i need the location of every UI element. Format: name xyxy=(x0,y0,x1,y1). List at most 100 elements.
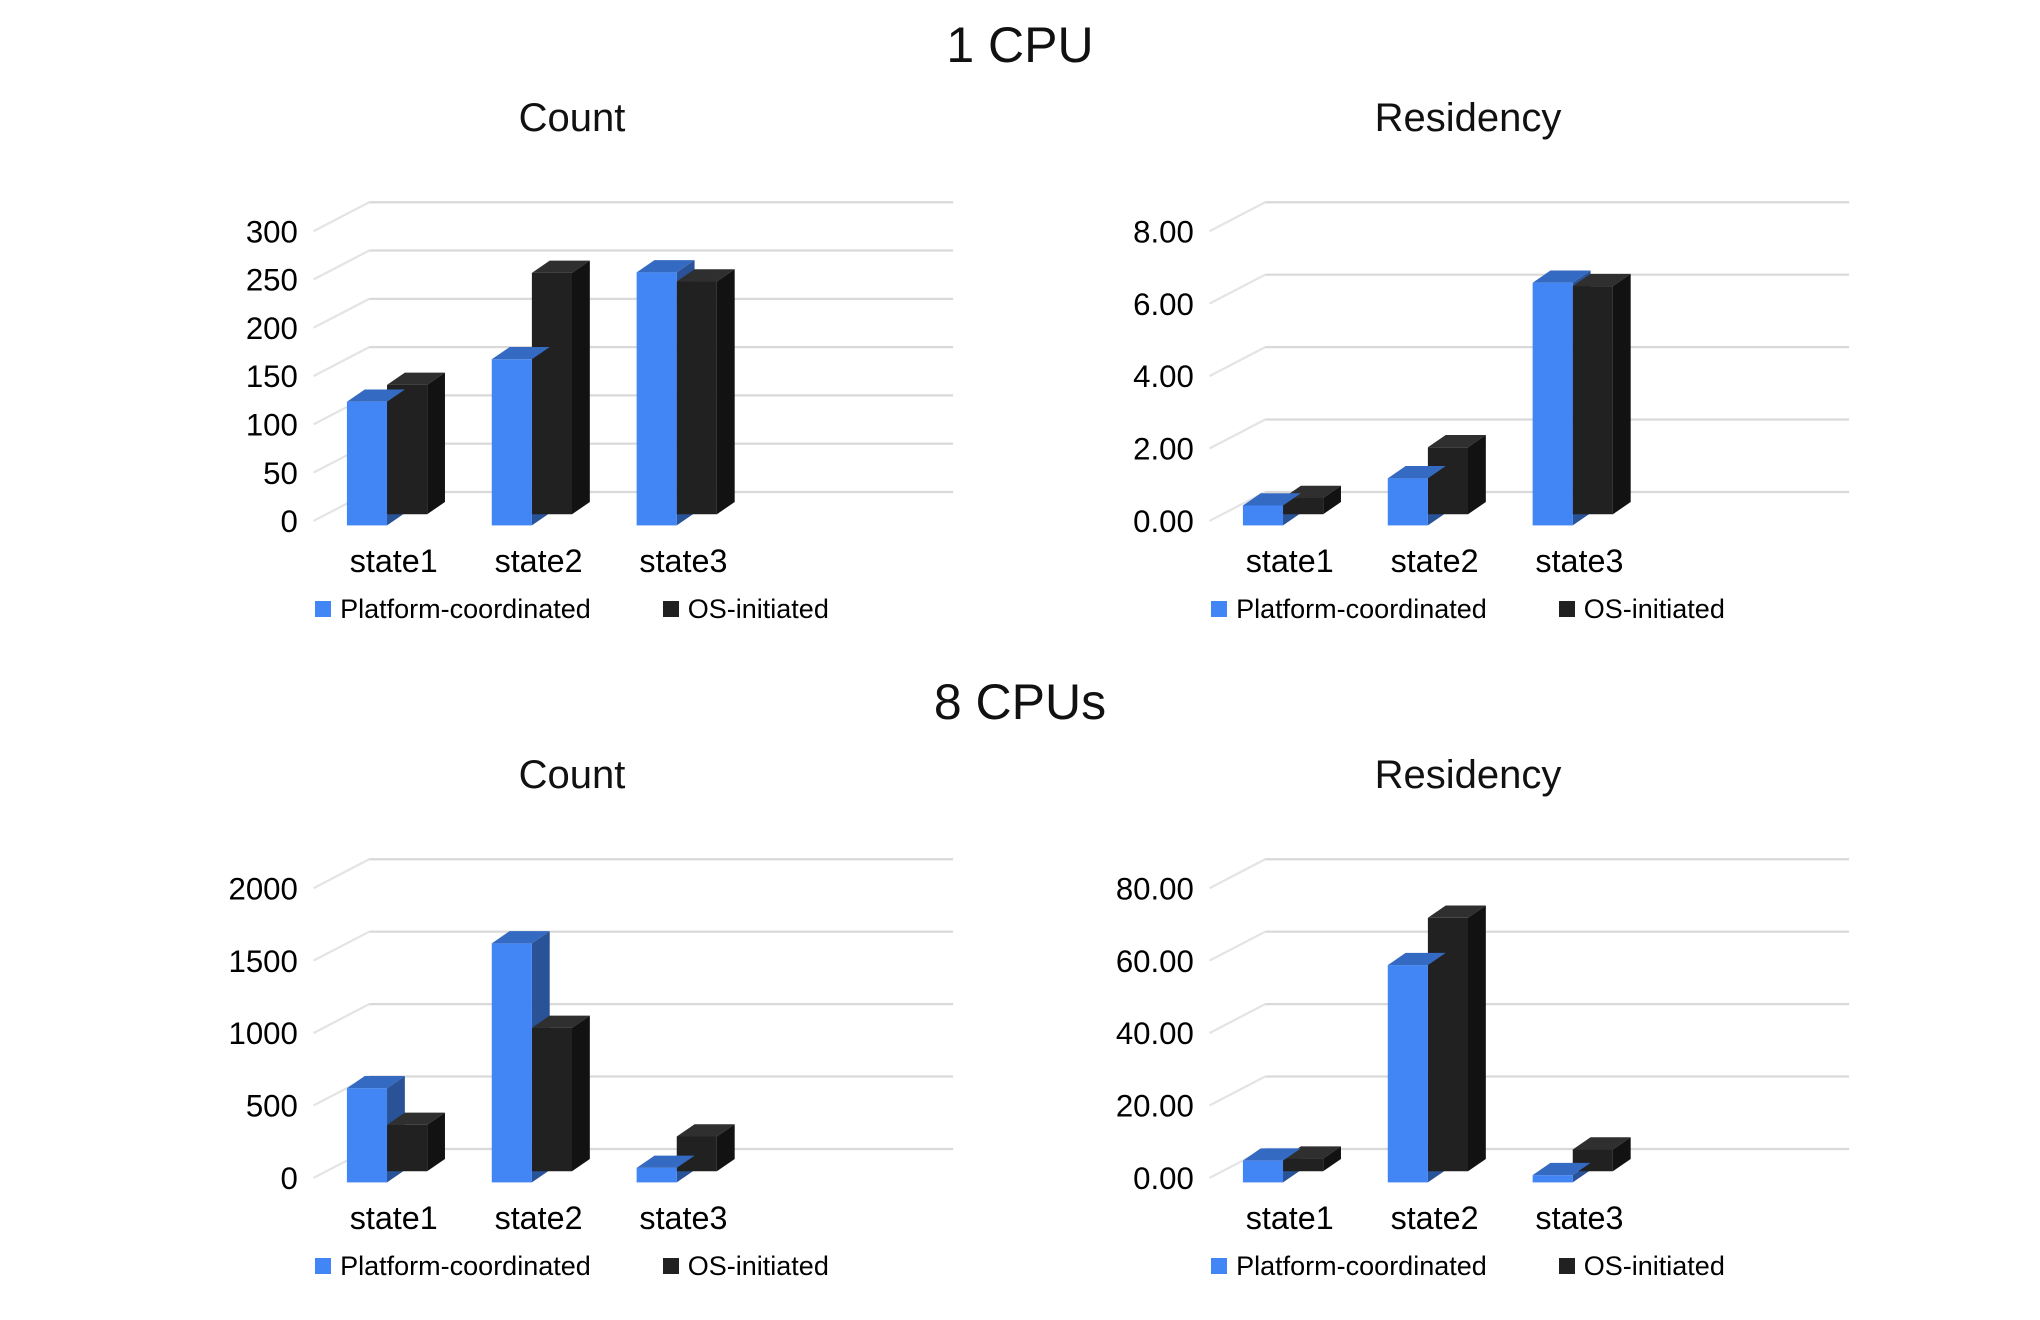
bar-side-os-initiated xyxy=(716,269,735,515)
legend-swatch xyxy=(315,601,332,618)
chart-block-1cpu-count: Count state1 state2 state3 0 50 100 150 200 250 3… xyxy=(142,96,1002,625)
chart-plot-8cpus-residency: state1 state2 state3 0.00 20.00 40.00 60.00 80.… xyxy=(1116,857,1850,1236)
bar-top-os-initiated xyxy=(387,372,445,385)
bar-front-os-initiated xyxy=(387,384,428,515)
bar-top-os-initiated xyxy=(1572,273,1631,287)
x-axis-label: state1 xyxy=(1246,543,1334,579)
legend-8cpus-residency: Platform-coordinated OS-initiated xyxy=(1038,1251,1898,1282)
section-title-1cpu: 1 CPU xyxy=(946,17,1094,73)
chart-title-1cpu-residency: Residency xyxy=(1374,96,1562,140)
chart-block-8cpus-count: Count state1 state2 state3 0 500 1000 1500 2000… xyxy=(142,753,1002,1282)
y-tick-label: 2.00 xyxy=(1133,432,1194,467)
bar-front-platform-coordinated xyxy=(636,1167,677,1183)
bar-top-platform-coordinated xyxy=(636,260,695,273)
bar-front-os-initiated xyxy=(676,1136,717,1172)
y-tick-label: 150 xyxy=(246,359,298,394)
chart-title-8cpus-residency: Residency xyxy=(1374,752,1562,797)
y-tick-label: 0.00 xyxy=(1133,1161,1194,1196)
bar-front-platform-coordinated xyxy=(1532,1174,1573,1183)
y-tick-label: 200 xyxy=(246,311,298,346)
legend-item: Platform-coordinated xyxy=(1211,594,1487,625)
y-tick-label: 0.00 xyxy=(1133,504,1194,539)
bar-top-os-initiated xyxy=(1427,435,1486,448)
bar-front-os-initiated xyxy=(531,1027,572,1172)
legend-item: OS-initiated xyxy=(1558,1250,1725,1282)
bar-front-os-initiated xyxy=(387,1124,428,1172)
gridline-diagonal xyxy=(1208,858,1266,890)
gridline-diagonal xyxy=(312,1002,370,1034)
legend-item: OS-initiated xyxy=(662,593,829,625)
legend-item: OS-initiated xyxy=(1558,593,1725,625)
chart-plot-1cpu-count: state1 state2 state3 0 50 100 150 200 250 300 xyxy=(246,201,954,579)
bar-top-platform-coordinated xyxy=(1532,1162,1591,1175)
legend-swatch xyxy=(662,1258,679,1275)
y-tick-label: 1000 xyxy=(228,1016,297,1051)
gridline-diagonal xyxy=(1208,201,1266,233)
bar-front-os-initiated xyxy=(1283,497,1324,515)
bar-front-platform-coordinated xyxy=(491,943,532,1183)
charts-row-1cpu: Count state1 state2 state3 0 50 100 150 200 250 3… xyxy=(0,96,2040,625)
legend-1cpu-count: Platform-coordinated OS-initiated xyxy=(142,594,1002,625)
legend-label: Platform-coordinated xyxy=(340,593,591,624)
x-axis-label: state3 xyxy=(1535,543,1623,579)
chart-title-8cpus-count: Count xyxy=(518,752,626,797)
y-tick-label: 8.00 xyxy=(1133,214,1194,249)
chart-block-8cpus-residency: Residency state1 state2 state3 0.00 20.00 40.… xyxy=(1038,753,1898,1282)
legend-label: OS-initiated xyxy=(687,593,829,624)
legend-label: Platform-coordinated xyxy=(340,1250,591,1281)
bar-top-os-initiated xyxy=(531,260,590,273)
x-axis-label: state2 xyxy=(1391,1200,1479,1236)
bar-top-os-initiated xyxy=(676,269,735,282)
legend-swatch xyxy=(1211,1258,1228,1275)
section-8cpus: 8 CPUs Count state1 state2 state3 0 500 1000 1… xyxy=(0,673,2040,1282)
bar-side-os-initiated xyxy=(716,1124,735,1172)
gridline-diagonal xyxy=(312,930,370,962)
gridline-diagonal xyxy=(1208,346,1266,378)
legend-label: OS-initiated xyxy=(687,1250,829,1281)
bar-top-platform-coordinated xyxy=(636,1155,695,1168)
y-tick-label: 500 xyxy=(246,1088,298,1123)
gridline-diagonal xyxy=(1208,418,1266,450)
gridline-diagonal xyxy=(312,297,370,329)
bar-top-os-initiated xyxy=(387,1112,445,1125)
bar-side-os-initiated xyxy=(1612,1137,1631,1172)
bar-top-platform-coordinated xyxy=(1242,493,1301,506)
chart-plot-8cpus-count: state1 state2 state3 0 500 1000 1500 2000 xyxy=(228,857,954,1236)
x-axis-label: state1 xyxy=(1246,1200,1334,1236)
gridline-diagonal xyxy=(1208,1075,1266,1107)
y-tick-label: 40.00 xyxy=(1116,1016,1194,1051)
legend-8cpus-count: Platform-coordinated OS-initiated xyxy=(142,1251,1002,1282)
bar-front-os-initiated xyxy=(531,272,572,515)
chart-block-1cpu-residency: Residency state1 state2 state3 0.00 2.00 4.00… xyxy=(1038,96,1898,625)
bar-front-os-initiated xyxy=(1427,447,1468,515)
bar-top-os-initiated xyxy=(676,1124,735,1137)
legend-item: Platform-coordinated xyxy=(315,1251,591,1282)
bar-front-os-initiated xyxy=(1572,286,1613,515)
gridline-diagonal xyxy=(1208,1002,1266,1034)
y-tick-label: 0 xyxy=(281,1161,298,1196)
bar-top-platform-coordinated xyxy=(1387,466,1446,479)
y-tick-label: 100 xyxy=(246,408,298,443)
bar-top-platform-coordinated xyxy=(1242,1148,1301,1161)
legend-label: Platform-coordinated xyxy=(1236,593,1487,624)
y-tick-label: 60.00 xyxy=(1116,944,1194,979)
bar-side-os-initiated xyxy=(572,260,590,515)
legend-label: OS-initiated xyxy=(1583,1250,1725,1281)
bar-front-platform-coordinated xyxy=(636,272,677,526)
x-axis-label: state3 xyxy=(639,543,727,579)
bar-front-platform-coordinated xyxy=(1532,282,1573,526)
y-tick-label: 20.00 xyxy=(1116,1088,1194,1123)
legend-swatch xyxy=(1558,1258,1575,1275)
bar-side-os-initiated xyxy=(427,372,445,515)
legend-swatch xyxy=(662,601,679,618)
bar-front-os-initiated xyxy=(676,281,717,515)
bar-top-platform-coordinated xyxy=(491,930,550,944)
bar-front-platform-coordinated xyxy=(346,1088,388,1183)
gridline-diagonal xyxy=(312,249,370,281)
legend-1cpu-residency: Platform-coordinated OS-initiated xyxy=(1038,594,1898,625)
bar-top-os-initiated xyxy=(531,1015,590,1028)
legend-label: OS-initiated xyxy=(1583,593,1725,624)
bar-side-os-initiated xyxy=(1612,273,1631,515)
bar-front-platform-coordinated xyxy=(1387,964,1428,1183)
